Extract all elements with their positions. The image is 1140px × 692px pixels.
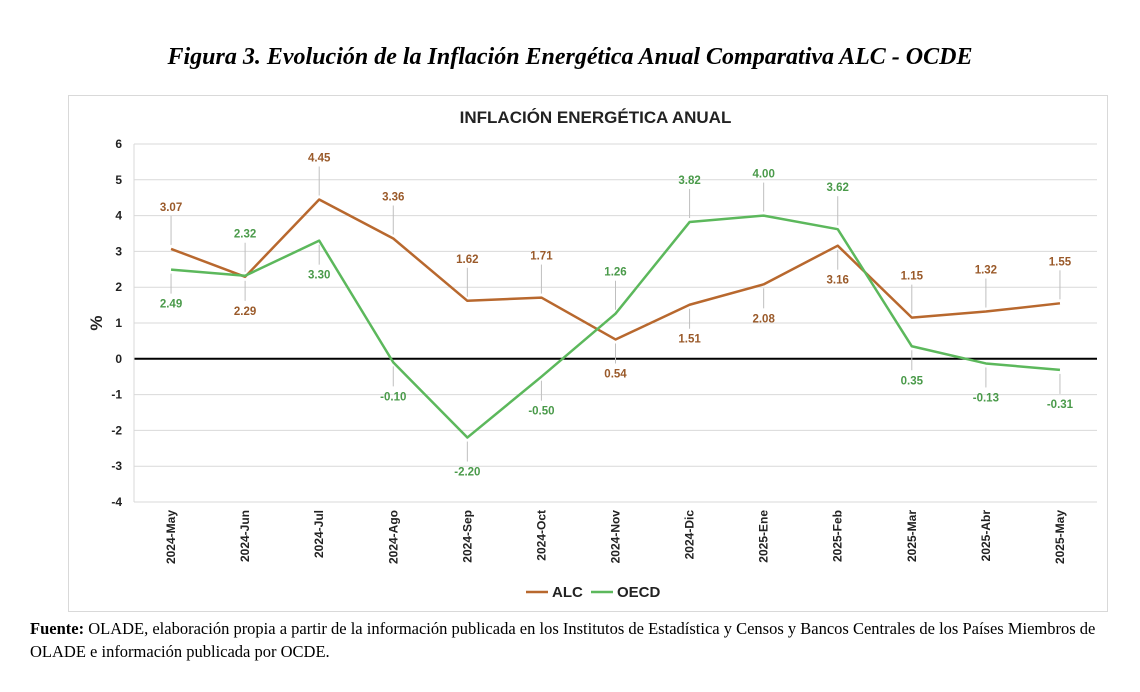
data-label-alc: 1.15 — [901, 271, 924, 283]
data-label-oecd: 2.32 — [234, 229, 256, 241]
y-tick-label: -2 — [111, 423, 122, 437]
data-label-oecd: -0.50 — [528, 406, 554, 418]
data-label-oecd: 2.49 — [160, 299, 182, 311]
y-tick-label: -4 — [111, 495, 122, 509]
y-tick-label: 6 — [115, 137, 122, 151]
x-tick-label: 2025-May — [1053, 510, 1067, 564]
line-chart: INFLACIÓN ENERGÉTICA ANUAL 6 5 4 3 2 1 0 -1 -2 -3 -… — [87, 108, 1097, 601]
x-tick-label: 2025-Feb — [831, 510, 845, 562]
x-tick-label: 2024-Ago — [386, 510, 400, 564]
y-tick-label: 5 — [115, 173, 122, 187]
y-tick-label: -3 — [111, 459, 122, 473]
data-label-oecd: 3.82 — [678, 175, 700, 187]
x-tick-label: 2024-Nov — [609, 510, 623, 564]
data-label-alc: 2.29 — [234, 306, 256, 318]
figure-title: Figura 3. Evolución de la Inflación Ener… — [167, 44, 973, 70]
data-label-alc: 1.32 — [975, 265, 997, 277]
data-label-alc: 1.71 — [530, 251, 553, 263]
y-tick-label: 4 — [115, 209, 122, 223]
data-label-alc: 1.51 — [678, 334, 701, 346]
x-tick-label: 2024-Jul — [312, 510, 326, 558]
data-label-oecd: 1.26 — [604, 267, 626, 279]
source-label: Fuente: — [30, 619, 85, 638]
data-label-oecd: 3.30 — [308, 270, 330, 282]
data-label-oecd: 4.00 — [752, 169, 774, 181]
x-tick-label: 2025-Abr — [979, 510, 993, 562]
data-label-oecd: -2.20 — [454, 467, 480, 479]
x-tick-label: 2025-Mar — [905, 510, 919, 562]
chart-title: INFLACIÓN ENERGÉTICA ANUAL — [460, 108, 732, 127]
y-axis-label: % — [87, 315, 106, 330]
data-label-alc: 3.36 — [382, 192, 404, 204]
data-label-alc: 1.62 — [456, 254, 478, 266]
data-label-alc: 4.45 — [308, 152, 331, 164]
x-tick-label: 2024-Oct — [534, 510, 548, 561]
data-label-alc: 3.07 — [160, 202, 182, 214]
x-tick-label: 2024-Dic — [683, 510, 697, 560]
y-tick-label: 1 — [115, 316, 122, 330]
x-tick-label: 2025-Ene — [757, 510, 771, 563]
data-label-oecd: -0.13 — [973, 392, 999, 404]
legend-label-oecd: OECD — [617, 584, 661, 601]
data-label-oecd: -0.10 — [380, 391, 406, 403]
data-label-oecd: 3.62 — [827, 182, 849, 194]
data-label-oecd: -0.31 — [1047, 399, 1074, 411]
data-label-alc: 3.16 — [827, 275, 849, 287]
y-tick-label: 2 — [115, 280, 122, 294]
series-line-alc — [170, 198, 1061, 341]
x-tick-label: 2024-Sep — [460, 510, 474, 563]
x-tick-label: 2024-Jun — [238, 510, 252, 562]
y-tick-label: -1 — [111, 388, 122, 402]
legend-label-alc: ALC — [552, 584, 583, 601]
series-line-oecd — [170, 214, 1061, 439]
source-text: OLADE, elaboración propia a partir de la… — [30, 619, 1096, 661]
chart-frame: INFLACIÓN ENERGÉTICA ANUAL 6 5 4 3 2 1 0 -1 -2 -3 -… — [68, 95, 1108, 612]
x-tick-label: 2024-May — [164, 510, 178, 564]
data-label-alc: 0.54 — [604, 368, 627, 380]
y-tick-label: 0 — [115, 352, 122, 366]
data-label-oecd: 0.35 — [901, 375, 924, 387]
data-label-alc: 1.55 — [1049, 256, 1072, 268]
data-label-alc: 2.08 — [752, 313, 775, 325]
y-tick-label: 3 — [115, 244, 122, 258]
source-note: Fuente: OLADE, elaboración propia a part… — [30, 617, 1120, 663]
